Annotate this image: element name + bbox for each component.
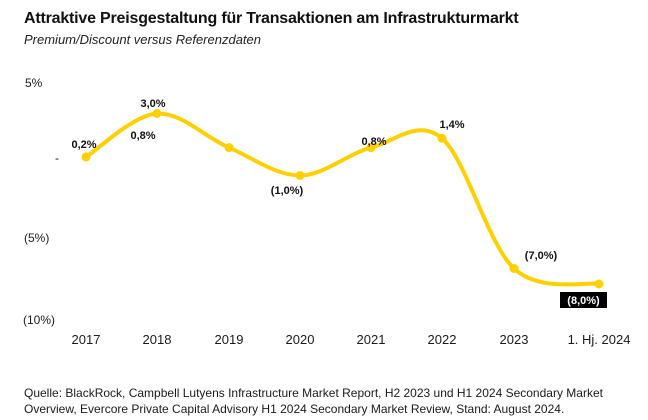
last-point-badge: (8,0%) bbox=[560, 292, 607, 308]
data-point-marker bbox=[152, 109, 162, 118]
y-axis-tick-neg10: (10%) bbox=[23, 313, 55, 327]
data-point-label-2020: (1,0%) bbox=[271, 185, 304, 197]
data-point-label-2023: (7,0%) bbox=[525, 250, 558, 262]
data-point-label-2019: 0,8% bbox=[130, 130, 155, 142]
x-axis-label-2017: 2017 bbox=[72, 332, 101, 347]
data-point-label-2017: 0,2% bbox=[71, 139, 96, 151]
y-axis-tick-neg5: (5%) bbox=[24, 231, 49, 245]
data-point-marker bbox=[81, 152, 91, 162]
data-point-marker bbox=[224, 143, 234, 153]
data-point-label-2018: 3,0% bbox=[140, 98, 165, 110]
x-axis-label-2022: 2022 bbox=[428, 332, 457, 347]
data-point-marker bbox=[366, 143, 376, 153]
source-text: Quelle: BlackRock, Campbell Lutyens Infr… bbox=[24, 386, 603, 416]
data-point-label-2022: 1,4% bbox=[439, 119, 464, 131]
chart-line-path bbox=[84, 111, 601, 287]
data-point-label-2021: 0,8% bbox=[361, 136, 386, 148]
x-axis-label-2024: 1. Hj. 2024 bbox=[568, 332, 631, 347]
page-subtitle: Premium/Discount versus Referenzdaten bbox=[24, 32, 261, 48]
line-chart: 5% - (5%) (10%) 0,2% 3,0% 0,8% (1,0%) 0,… bbox=[23, 76, 631, 347]
last-point-badge-bg bbox=[560, 292, 607, 308]
y-axis-tick-5pct: 5% bbox=[25, 76, 43, 90]
data-point-label-2024: (8,0%) bbox=[567, 295, 600, 307]
x-axis-label-2019: 2019 bbox=[215, 332, 244, 347]
chart-header: Attraktive Preisgestaltung für Transakti… bbox=[24, 10, 624, 48]
x-axis-label-2018: 2018 bbox=[143, 332, 172, 347]
chart-markers bbox=[81, 109, 604, 289]
x-axis-label-2021: 2021 bbox=[357, 332, 386, 347]
x-axis-label-2023: 2023 bbox=[500, 332, 529, 347]
x-axis-label-2020: 2020 bbox=[286, 332, 315, 347]
y-axis-tick-zero: - bbox=[55, 151, 59, 165]
data-point-marker bbox=[509, 264, 519, 273]
page-title: Attraktive Preisgestaltung für Transakti… bbox=[24, 10, 519, 27]
data-point-marker bbox=[295, 171, 305, 180]
data-point-marker bbox=[437, 133, 447, 143]
data-point-marker bbox=[594, 279, 604, 289]
